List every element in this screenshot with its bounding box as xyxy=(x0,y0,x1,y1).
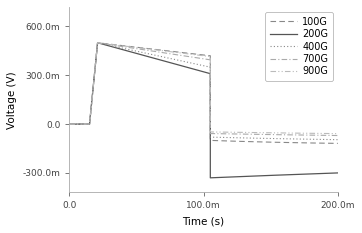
200G xyxy=(69,123,73,126)
100G xyxy=(114,44,118,46)
400G xyxy=(125,48,130,51)
400G xyxy=(203,65,208,68)
200G xyxy=(96,41,100,44)
700G xyxy=(114,44,118,47)
700G xyxy=(69,123,73,126)
900G xyxy=(336,132,340,135)
200G xyxy=(157,58,161,61)
Legend: 100G, 200G, 400G, 700G, 900G: 100G, 200G, 400G, 700G, 900G xyxy=(265,12,333,81)
Line: 700G: 700G xyxy=(70,43,338,136)
400G xyxy=(157,55,161,58)
200G xyxy=(67,123,72,126)
100G xyxy=(203,54,208,57)
400G xyxy=(67,123,72,126)
900G xyxy=(114,44,118,46)
200G xyxy=(336,171,340,174)
700G xyxy=(157,51,161,53)
900G xyxy=(96,41,100,44)
100G xyxy=(96,41,100,44)
900G xyxy=(67,123,72,126)
100G xyxy=(125,45,130,48)
Line: 200G: 200G xyxy=(70,43,338,178)
100G xyxy=(67,123,72,126)
400G xyxy=(69,123,73,126)
700G xyxy=(114,44,118,47)
100G xyxy=(157,48,161,51)
X-axis label: Time (s): Time (s) xyxy=(182,216,225,226)
200G xyxy=(125,50,130,52)
100G xyxy=(69,123,73,126)
900G xyxy=(157,49,161,52)
Line: 400G: 400G xyxy=(70,43,338,140)
700G xyxy=(67,123,72,126)
100G xyxy=(336,142,340,145)
200G xyxy=(114,46,118,49)
400G xyxy=(114,45,118,48)
Line: 100G: 100G xyxy=(70,43,338,143)
200G xyxy=(208,176,212,179)
700G xyxy=(336,134,340,137)
900G xyxy=(69,123,73,126)
700G xyxy=(203,58,208,61)
900G xyxy=(114,44,118,46)
700G xyxy=(125,46,130,49)
400G xyxy=(114,45,118,48)
100G xyxy=(114,43,118,46)
400G xyxy=(336,138,340,141)
400G xyxy=(96,41,100,44)
900G xyxy=(125,45,130,48)
900G xyxy=(203,55,208,57)
Line: 900G: 900G xyxy=(70,43,338,134)
200G xyxy=(203,71,208,74)
700G xyxy=(96,41,100,44)
Y-axis label: Voltage (V): Voltage (V) xyxy=(7,71,17,129)
200G xyxy=(114,46,118,49)
